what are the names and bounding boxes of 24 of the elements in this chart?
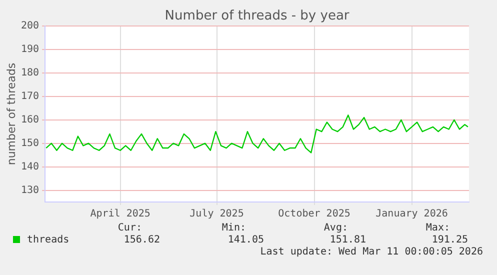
x-tick-label: January 2026 [376, 208, 448, 220]
text: 141.05 [228, 234, 264, 246]
text: 156.62 [124, 234, 160, 246]
x-tick-label: October 2025 [278, 208, 350, 220]
text: Cur: [118, 222, 142, 234]
y-tick-label: 190 [21, 44, 40, 56]
text: Max: [426, 222, 450, 234]
text: Last update: Wed Mar 11 00:00:05 2026 [260, 246, 483, 258]
y-tick-label: 140 [21, 161, 40, 172]
x-tick-label: July 2025 [190, 208, 244, 220]
y-tick-label: 160 [21, 114, 40, 126]
x-tick-label: April 2025 [90, 208, 150, 220]
y-tick-label: 130 [21, 184, 40, 196]
text: 191.25 [432, 234, 468, 246]
text: 151.81 [330, 234, 366, 246]
y-tick-label: 180 [21, 68, 40, 79]
y-axis-title: number of threads [4, 62, 18, 166]
y-tick-label: 200 [21, 20, 40, 32]
text: Avg: [324, 222, 348, 234]
y-tick-label: 170 [21, 90, 40, 102]
text: Min: [222, 222, 246, 234]
legend-label: threads [27, 234, 70, 246]
chart-title: Number of threads - by year [164, 8, 350, 24]
y-tick-label: 150 [21, 138, 40, 149]
